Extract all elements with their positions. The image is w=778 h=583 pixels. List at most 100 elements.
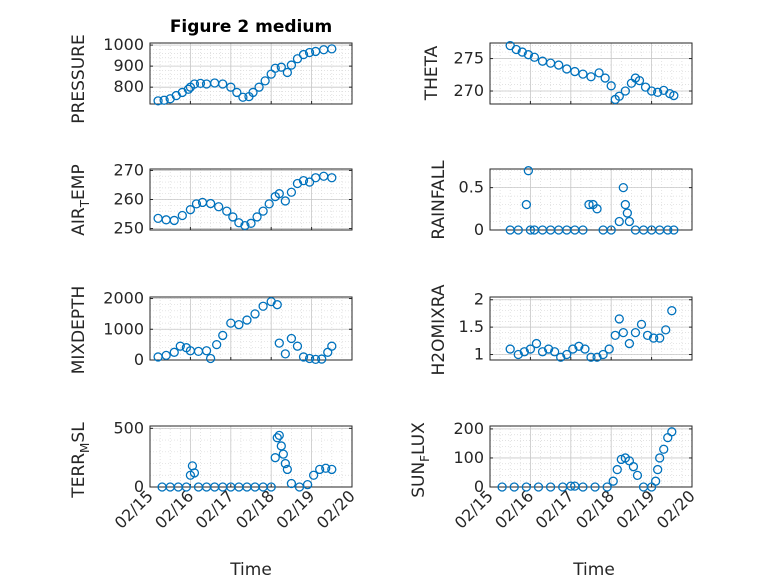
- ytick-label-airtemp: 250: [113, 219, 144, 238]
- data-point-airtemp: [185, 205, 196, 215]
- data-point-sunflux: [590, 482, 600, 492]
- data-point-pressure: [270, 63, 280, 73]
- data-point-rainfall: [592, 204, 602, 214]
- ylabel-airtemp-main: AIR: [69, 207, 89, 236]
- data-point-mixdepth: [212, 339, 222, 350]
- data-point-h2omixra: [636, 319, 647, 330]
- data-point-mixdepth: [327, 341, 337, 351]
- data-point-pressure: [286, 60, 297, 70]
- data-point-rainfall: [521, 199, 532, 210]
- data-point-pressure: [159, 95, 169, 105]
- ytick-label-pressure: 1000: [103, 35, 144, 54]
- data-point-sunflux: [653, 464, 663, 475]
- data-point-theta: [614, 91, 624, 101]
- data-point-theta: [517, 47, 527, 57]
- ylabel-sunflux-rest: LUX: [409, 422, 429, 455]
- xlabel-terrmsl: Time: [229, 560, 272, 580]
- data-point-terrmsl: [181, 482, 192, 492]
- data-point-terrmsl: [327, 464, 337, 475]
- data-point-pressure: [276, 62, 286, 72]
- data-point-airtemp: [205, 198, 216, 209]
- data-point-airtemp: [228, 212, 238, 222]
- ytick-label-rainfall: 0.5: [459, 178, 484, 197]
- ytick-label-theta: 270: [453, 81, 484, 100]
- data-point-rainfall: [523, 166, 534, 176]
- data-point-terrmsl: [308, 470, 319, 480]
- data-point-pressure: [298, 49, 309, 60]
- data-point-airtemp: [304, 177, 315, 187]
- xtick-label-terrmsl: 02/20: [313, 486, 359, 532]
- data-point-terrmsl: [302, 480, 313, 490]
- xlabel-sunflux: Time: [572, 560, 615, 580]
- data-point-sunflux: [602, 482, 612, 492]
- data-point-sunflux: [612, 464, 622, 475]
- data-point-h2omixra: [537, 347, 548, 357]
- data-point-h2omixra: [556, 352, 566, 362]
- xtick-label-sunflux: 02/20: [653, 486, 699, 532]
- data-point-sunflux: [545, 482, 556, 492]
- data-point-h2omixra: [519, 347, 529, 357]
- data-point-airtemp: [222, 206, 232, 216]
- plot-area-mixdepth: [150, 297, 352, 360]
- data-point-theta: [600, 73, 610, 83]
- data-point-terrmsl: [276, 441, 286, 451]
- data-point-mixdepth: [310, 354, 321, 365]
- data-point-terrmsl: [321, 463, 331, 473]
- ylabel-sunflux: SUNFLUX: [409, 422, 432, 498]
- ytick-label-h2omixra: 1.5: [459, 317, 484, 336]
- data-point-theta: [634, 75, 645, 86]
- data-point-mixdepth: [169, 347, 179, 357]
- data-point-sunflux: [650, 476, 661, 486]
- data-point-mixdepth: [317, 354, 327, 364]
- data-point-h2omixra: [525, 344, 536, 354]
- data-point-terrmsl: [274, 430, 284, 441]
- data-point-pressure: [189, 79, 200, 89]
- data-point-h2omixra: [513, 349, 523, 360]
- ytick-label-h2omixra: 1: [474, 345, 484, 364]
- data-point-airtemp: [191, 199, 202, 209]
- data-point-sunflux: [628, 462, 639, 472]
- data-point-terrmsl: [272, 433, 282, 443]
- xtick-label-terrmsl: 02/17: [192, 486, 238, 532]
- ytick-label-sunflux: 0: [474, 477, 484, 496]
- data-point-sunflux: [659, 444, 669, 454]
- data-point-mixdepth: [274, 338, 284, 348]
- data-point-pressure: [226, 82, 236, 92]
- data-point-rainfall: [622, 208, 633, 218]
- data-point-sunflux: [578, 482, 588, 492]
- data-point-rainfall: [663, 225, 673, 235]
- ylabel-terrmsl: TERRMSL: [69, 422, 92, 499]
- xtick-label-sunflux: 02/19: [612, 486, 658, 532]
- axes-box-h2omixra: [489, 296, 693, 361]
- data-point-pressure: [238, 92, 248, 102]
- ytick-label-rainfall: 0: [474, 220, 484, 239]
- data-point-terrmsl: [315, 464, 325, 475]
- data-point-airtemp: [169, 215, 179, 226]
- ytick-label-airtemp: 260: [113, 190, 144, 209]
- data-point-mixdepth: [161, 350, 171, 361]
- data-point-h2omixra: [630, 327, 641, 338]
- data-point-theta: [594, 68, 604, 78]
- data-point-theta: [529, 52, 540, 62]
- data-point-h2omixra: [655, 333, 665, 343]
- data-point-airtemp: [327, 173, 337, 183]
- data-point-mixdepth: [280, 349, 290, 359]
- data-point-mixdepth: [205, 353, 216, 364]
- subplot-rainfall: RAINFALL 0 0.5: [429, 160, 693, 240]
- data-point-airtemp: [286, 187, 297, 197]
- data-point-pressure: [183, 84, 194, 94]
- data-point-rainfall: [606, 225, 616, 235]
- data-point-h2omixra: [618, 327, 628, 338]
- data-point-airtemp: [240, 220, 250, 231]
- data-point-h2omixra: [667, 306, 677, 316]
- xtick-label-terrmsl: 02/16: [151, 486, 197, 532]
- data-point-mixdepth: [304, 353, 315, 364]
- data-point-sunflux: [655, 453, 665, 463]
- data-point-sunflux: [667, 427, 677, 437]
- data-point-pressure: [282, 67, 293, 78]
- ytick-label-sunflux: 200: [453, 419, 484, 438]
- data-point-h2omixra: [648, 333, 659, 343]
- data-point-h2omixra: [586, 352, 596, 362]
- data-point-mixdepth: [234, 320, 244, 330]
- data-point-airtemp: [280, 196, 290, 206]
